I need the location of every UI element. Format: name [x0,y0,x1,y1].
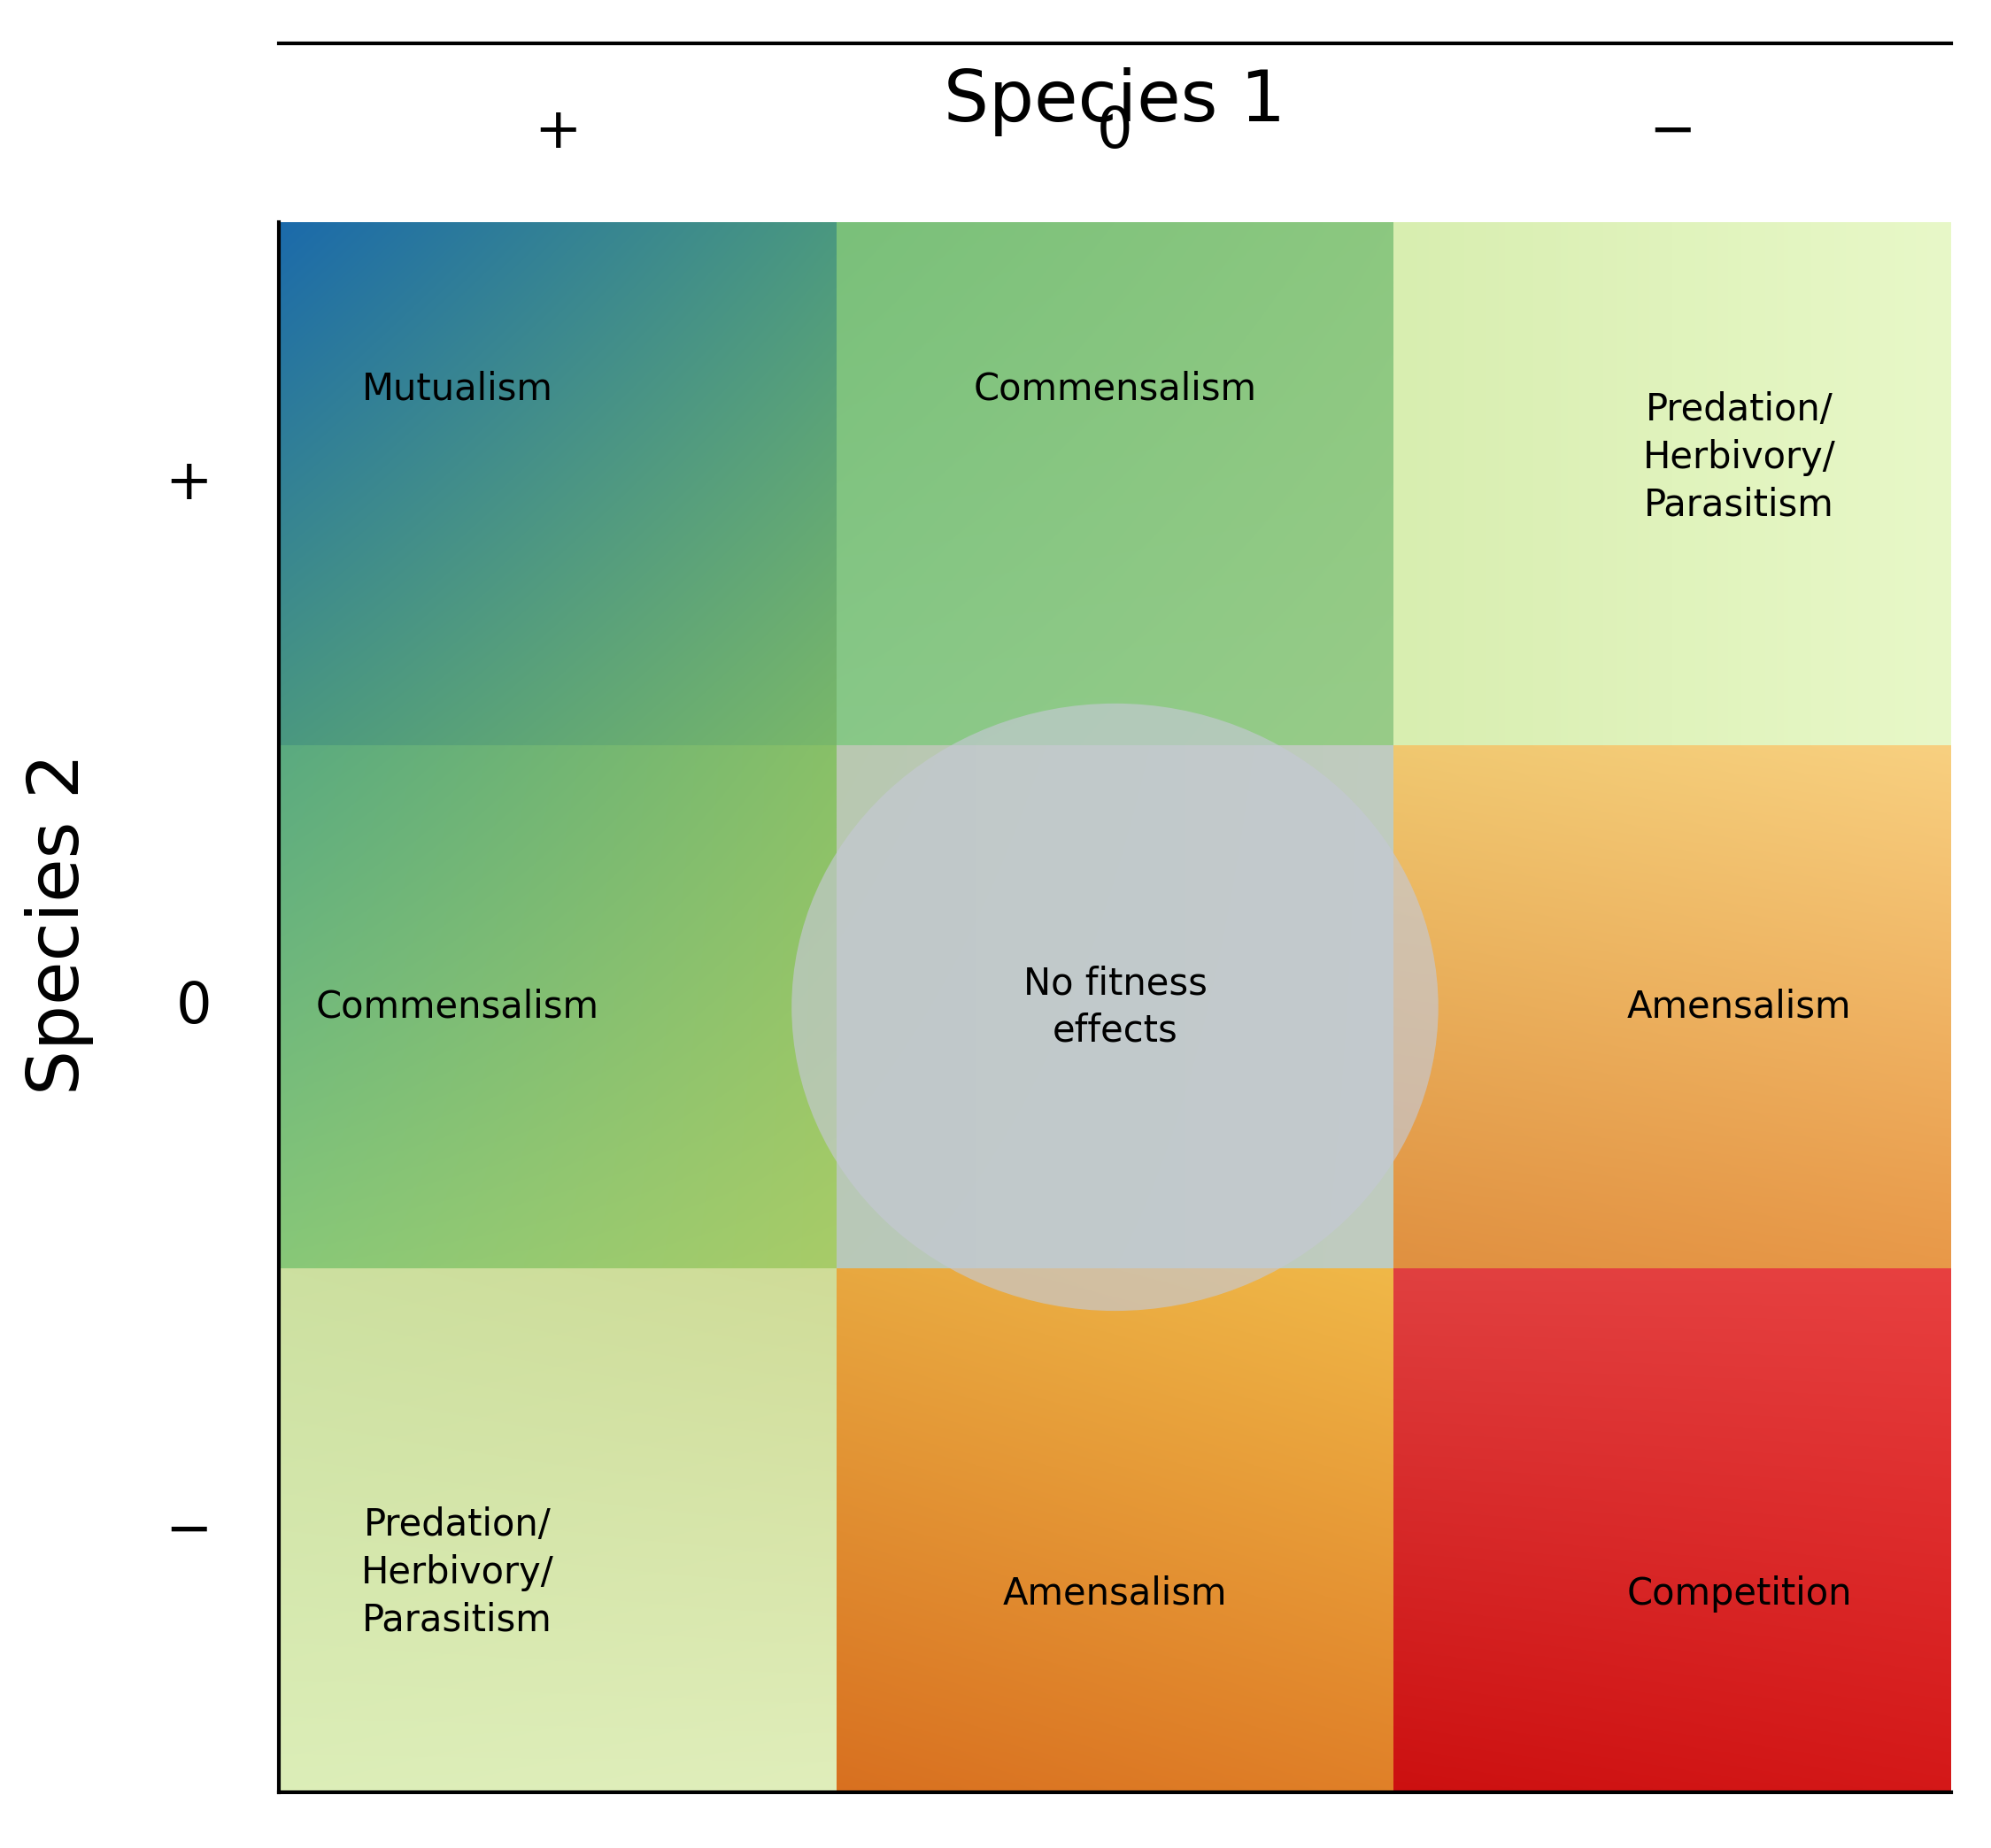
Text: Predation/
Herbivory/
Parasitism: Predation/ Herbivory/ Parasitism [1643,392,1836,523]
Text: Species 2: Species 2 [26,754,94,1094]
Text: +: + [165,456,211,512]
Text: Predation/
Herbivory/
Parasitism: Predation/ Herbivory/ Parasitism [360,1506,553,1639]
Text: 0: 0 [175,979,211,1035]
Text: No fitness
effects: No fitness effects [1023,965,1207,1050]
Text: −: − [165,1502,211,1558]
Text: Commensalism: Commensalism [974,371,1256,408]
Text: Competition: Competition [1627,1574,1852,1611]
Text: −: − [1649,103,1696,159]
Text: Commensalism: Commensalism [315,989,599,1026]
Text: +: + [534,103,581,159]
Text: Species 1: Species 1 [944,67,1286,137]
Text: Mutualism: Mutualism [362,371,553,408]
Text: Amensalism: Amensalism [1627,989,1852,1026]
Text: Amensalism: Amensalism [1003,1574,1226,1611]
Text: 0: 0 [1097,103,1133,159]
Circle shape [792,704,1438,1310]
